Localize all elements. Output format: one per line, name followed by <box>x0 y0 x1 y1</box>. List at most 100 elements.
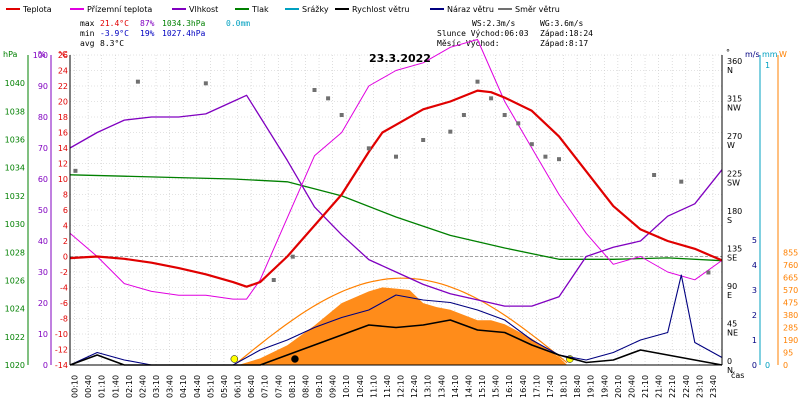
direction-tick-dir-1: NE <box>727 329 738 338</box>
wind-tick-3: 3 <box>752 286 757 295</box>
clear-sky-line <box>235 277 568 365</box>
humidity-tick-7: 70 <box>38 144 48 153</box>
x-tick-28: 14:10 <box>451 375 460 398</box>
pressure-tick-9: 1038 <box>5 107 25 116</box>
wind-unit: m/s <box>745 50 760 59</box>
pressure-tick-3: 1026 <box>5 276 25 285</box>
x-tick-2: 01:10 <box>98 375 107 398</box>
x-tick-26: 13:10 <box>424 375 433 398</box>
temperature-tick-8: 2 <box>63 237 68 246</box>
legend-label-1: Přízemní teplota <box>87 5 152 14</box>
direction-tick-deg-2: 90 <box>727 282 737 291</box>
wind-tick-4: 4 <box>752 261 757 270</box>
x-tick-6: 03:10 <box>152 375 161 398</box>
x-tick-40: 20:10 <box>614 375 623 398</box>
pressure-line <box>69 174 723 262</box>
direction-tick-dir-6: W <box>727 141 735 150</box>
direction-tick-deg-7: 315 <box>727 95 742 104</box>
pressure-tick-7: 1034 <box>5 164 25 173</box>
x-tick-38: 19:10 <box>587 375 596 398</box>
humidity-tick-6: 60 <box>38 175 48 184</box>
temperature-tick-2: -10 <box>55 330 68 339</box>
legend: Teplota Přízemní teplota Vlhkost Tlak Srážky… <box>6 5 560 14</box>
direction-unit: ° <box>726 48 730 57</box>
x-tick-44: 22:10 <box>668 375 677 398</box>
wind-tick-5: 5 <box>752 236 757 245</box>
x-tick-23: 11:40 <box>383 375 392 398</box>
solar-tick-5: 475 <box>783 299 798 308</box>
x-tick-31: 15:40 <box>492 375 501 398</box>
ground-temperature-line <box>69 39 723 300</box>
pressure-tick-0: 1020 <box>5 361 25 370</box>
x-tick-33: 16:40 <box>519 375 528 398</box>
solar-tick-3: 285 <box>783 324 798 333</box>
wind-direction-point <box>475 79 480 84</box>
x-tick-37: 18:40 <box>573 375 582 398</box>
humidity-tick-5: 50 <box>38 206 48 215</box>
x-tick-13: 06:40 <box>247 375 256 398</box>
humidity-tick-10: 100 <box>33 51 48 60</box>
wind-direction-point <box>366 146 371 151</box>
x-tick-43: 21:40 <box>655 375 664 398</box>
stats-max-label: max <box>80 19 95 28</box>
direction-tick-deg-1: 45 <box>727 320 737 329</box>
wind-direction-point <box>73 168 78 173</box>
x-tick-42: 21:10 <box>641 375 650 398</box>
x-tick-22: 11:10 <box>369 375 378 398</box>
direction-tick-deg-6: 270 <box>727 132 742 141</box>
direction-tick-dir-8: N <box>727 66 733 75</box>
sunset-info: Západ:18:24 <box>540 29 593 38</box>
direction-tick-deg-4: 180 <box>727 207 742 216</box>
rain-unit: mm <box>762 50 778 59</box>
temperature-tick-11: 8 <box>63 191 68 200</box>
x-tick-1: 00:40 <box>84 375 93 398</box>
pressure-tick-8: 1036 <box>5 136 25 145</box>
legend-label-2: Vlhkost <box>189 5 218 14</box>
wind-direction-point <box>706 270 711 275</box>
solar-tick-2: 190 <box>783 336 798 345</box>
direction-tick-deg-5: 225 <box>727 170 742 179</box>
x-tick-5: 02:40 <box>138 375 147 398</box>
stats-avg-temp: 8.3°C <box>100 39 124 48</box>
x-tick-41: 20:40 <box>627 375 636 398</box>
temperature-tick-13: 12 <box>58 160 68 169</box>
temperature-tick-3: -8 <box>60 315 68 324</box>
solar-tick-0: 0 <box>783 361 788 370</box>
x-tick-11: 05:40 <box>220 375 229 398</box>
grid <box>70 54 722 366</box>
stats-max-press: 1034.3hPa <box>162 19 206 28</box>
temperature-tick-9: 4 <box>63 222 68 231</box>
sunrise-info: Slunce Východ:06:03 <box>437 29 529 38</box>
moonrise-info: Měsíc Východ: <box>437 39 500 48</box>
legend-label-7: Směr větru <box>515 5 560 14</box>
temperature-tick-18: 22 <box>58 82 68 91</box>
humidity-unit: % <box>38 50 46 59</box>
direction-tick-dir-2: E <box>727 291 732 300</box>
temperature-tick-7: 0 <box>63 253 68 262</box>
time-unit: čas <box>731 370 744 380</box>
x-tick-29: 14:40 <box>464 375 473 398</box>
legend-label-3: Tlak <box>251 5 269 14</box>
temperature-line <box>69 89 723 288</box>
stats-min-label: min <box>80 29 95 38</box>
humidity-tick-1: 10 <box>38 330 48 339</box>
temperature-tick-16: 18 <box>58 113 68 122</box>
temperature-tick-4: -6 <box>60 299 68 308</box>
x-tick-32: 16:10 <box>505 375 514 398</box>
temperature-tick-19: 24 <box>58 67 68 76</box>
pressure-tick-4: 1028 <box>5 248 25 257</box>
direction-tick-deg-8: 360 <box>727 57 742 66</box>
solar-unit: W <box>779 50 787 59</box>
humidity-tick-4: 40 <box>38 237 48 246</box>
stats-min-temp: -3.9°C <box>100 29 129 38</box>
temperature-tick-15: 16 <box>58 129 68 138</box>
pressure-tick-6: 1032 <box>5 192 25 201</box>
x-tick-10: 05:10 <box>206 375 215 398</box>
stats-block: max 21.4°C 87% 1034.3hPa 0.0mm min -3.9°… <box>80 19 250 48</box>
temperature-tick-5: -4 <box>60 284 68 293</box>
wind-direction-point <box>502 113 507 117</box>
x-tick-9: 04:40 <box>193 375 202 398</box>
wind-direction-point <box>394 154 398 159</box>
solar-tick-6: 570 <box>783 286 798 295</box>
axes: 1020102210241026102810301032103410361038… <box>5 51 799 375</box>
